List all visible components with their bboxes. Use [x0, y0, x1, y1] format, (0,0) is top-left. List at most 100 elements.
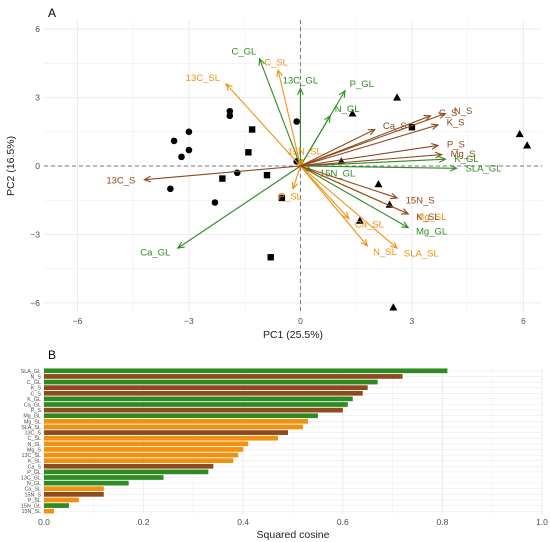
squared-cosine-bar-panel: 0.0 0.2 0.4 0.6 0.8 1.0 SLA_GLN_SC_GLK_SC_SK_G… — [21, 368, 548, 541]
circle-point — [185, 128, 193, 136]
circle-point — [167, 185, 174, 193]
arrowhead-sla-sl — [390, 241, 399, 249]
bar-15n-s — [44, 491, 104, 497]
vector-label-15n-sl: 15N_SL — [287, 146, 321, 157]
vector-c-s — [300, 115, 431, 167]
bar-n-gl — [44, 480, 129, 486]
vector-n-sl — [300, 165, 368, 247]
arrowhead-13c-s — [142, 175, 152, 183]
vector-k-s — [300, 124, 439, 167]
triangle-point — [348, 109, 357, 117]
arrowhead-k-gl — [438, 156, 447, 163]
arrowhead-ca-sl — [342, 211, 350, 220]
vector-label-13c-gl: 13C_GL — [283, 75, 318, 86]
vector-13c-s — [144, 165, 301, 181]
arrowhead-13c-gl — [297, 87, 304, 96]
bar-13c-gl — [44, 475, 164, 480]
panel-b-letter: B — [48, 348, 56, 362]
bar-category-label: Mg_GL — [23, 414, 41, 420]
vector-label-sla-sl: SLA_SL — [404, 248, 439, 259]
bar-category-label: Mg_SL — [24, 419, 41, 425]
vector-c-gl — [259, 58, 301, 167]
bar-k-gl — [44, 396, 353, 402]
bar-category-label: Ca_SL — [25, 487, 41, 493]
bar-category-label: P_S — [31, 408, 42, 414]
circle-point — [211, 199, 219, 206]
y-tick-label: −6 — [30, 298, 40, 308]
circle-point — [226, 107, 234, 115]
vector-n-gl — [299, 115, 331, 167]
arrowhead-p-s — [431, 143, 440, 150]
arrowhead-ca-gl — [176, 241, 185, 249]
square-point — [245, 149, 252, 156]
vector-ca-gl — [177, 165, 301, 249]
vector-c-sl — [277, 70, 301, 167]
bar-k-sl — [44, 458, 234, 464]
vector-label-c-s: C_S — [439, 108, 457, 119]
square-point — [248, 126, 256, 133]
circle-point — [178, 153, 185, 161]
bar-category-label: 13C_SL — [22, 453, 41, 459]
vector-label-n-gl: N_GL — [335, 104, 360, 115]
circle-point — [293, 118, 301, 125]
bar-category-label: K_SL — [28, 459, 41, 465]
vector-label-p-gl: P_GL — [350, 79, 374, 90]
vector-label-c-gl: C_GL — [232, 46, 257, 57]
bar-13c-s — [44, 430, 289, 435]
bar-category-label: N_SL — [28, 442, 42, 448]
bar-p-sl — [44, 497, 79, 503]
x-tick-label: 3 — [410, 316, 415, 326]
bar-sla-sl — [44, 424, 303, 430]
bar-n-s — [44, 374, 403, 379]
bar-category-label: 15N_S — [25, 492, 42, 498]
x-tick-label: 0 — [298, 316, 303, 326]
arrowhead-mg-gl — [401, 221, 410, 229]
bar-c-s — [44, 390, 363, 396]
vector-k-sl — [300, 165, 409, 215]
vector-label-c-sl: C_SL — [264, 57, 288, 68]
x-tick-label: 6 — [521, 316, 526, 326]
x-tick-label: 1.0 — [536, 517, 548, 527]
vector-ca-sl — [300, 165, 350, 219]
bar-mg-sl — [44, 418, 308, 424]
y-tick-label: 6 — [35, 24, 40, 34]
arrowhead-ca-s — [367, 128, 376, 136]
bar-category-label: SLA_SL — [21, 425, 41, 431]
vector-label-13c-s: 13C_S — [106, 175, 135, 186]
x-axis-title: Squared cosine — [257, 529, 330, 541]
arrowhead-13c-sl — [225, 82, 233, 91]
vector-mg-s — [300, 154, 442, 167]
triangle-point — [355, 216, 364, 224]
triangle-point — [393, 93, 402, 101]
bar-category-label: Ca_S — [28, 464, 42, 470]
bar-category-label: N_S — [31, 374, 42, 380]
circle-point — [185, 146, 193, 154]
x-tick-label: −6 — [73, 316, 83, 326]
vector-ca-s — [300, 129, 376, 167]
y-tick-label: −3 — [30, 229, 40, 239]
bar-mg-s — [44, 447, 244, 452]
vector-label-k-sl: K_SL — [416, 212, 439, 223]
square-point — [267, 254, 274, 261]
vector-15n-s — [300, 165, 398, 199]
bar-15n-sl — [44, 508, 54, 514]
bar-category-label: K_S — [31, 386, 42, 392]
bar-mg-gl — [44, 413, 318, 419]
bar-ca-gl — [44, 402, 348, 407]
x-tick-label: 0.6 — [337, 517, 349, 527]
vector-label-mg-sl: Mg_SL — [416, 212, 446, 223]
x-tick-label: −3 — [184, 316, 194, 326]
panel-a-letter: A — [48, 6, 56, 20]
circle-point — [170, 137, 178, 145]
vector-label-k-s: K_S — [447, 118, 465, 129]
arrowhead-mg-s — [434, 151, 444, 159]
square-point — [263, 171, 271, 179]
arrowhead-15n-s — [390, 192, 399, 200]
vector-label-sla-gl: SLA_GL — [466, 163, 502, 174]
arrowhead-p-gl — [338, 89, 346, 98]
vector-label-ca-gl: Ca_GL — [140, 248, 170, 259]
x-tick-label: 0.8 — [436, 517, 448, 527]
y-tick-label: 3 — [35, 93, 40, 103]
vector-sla-gl — [300, 165, 457, 169]
bar-category-label: Mg_S — [27, 447, 41, 453]
